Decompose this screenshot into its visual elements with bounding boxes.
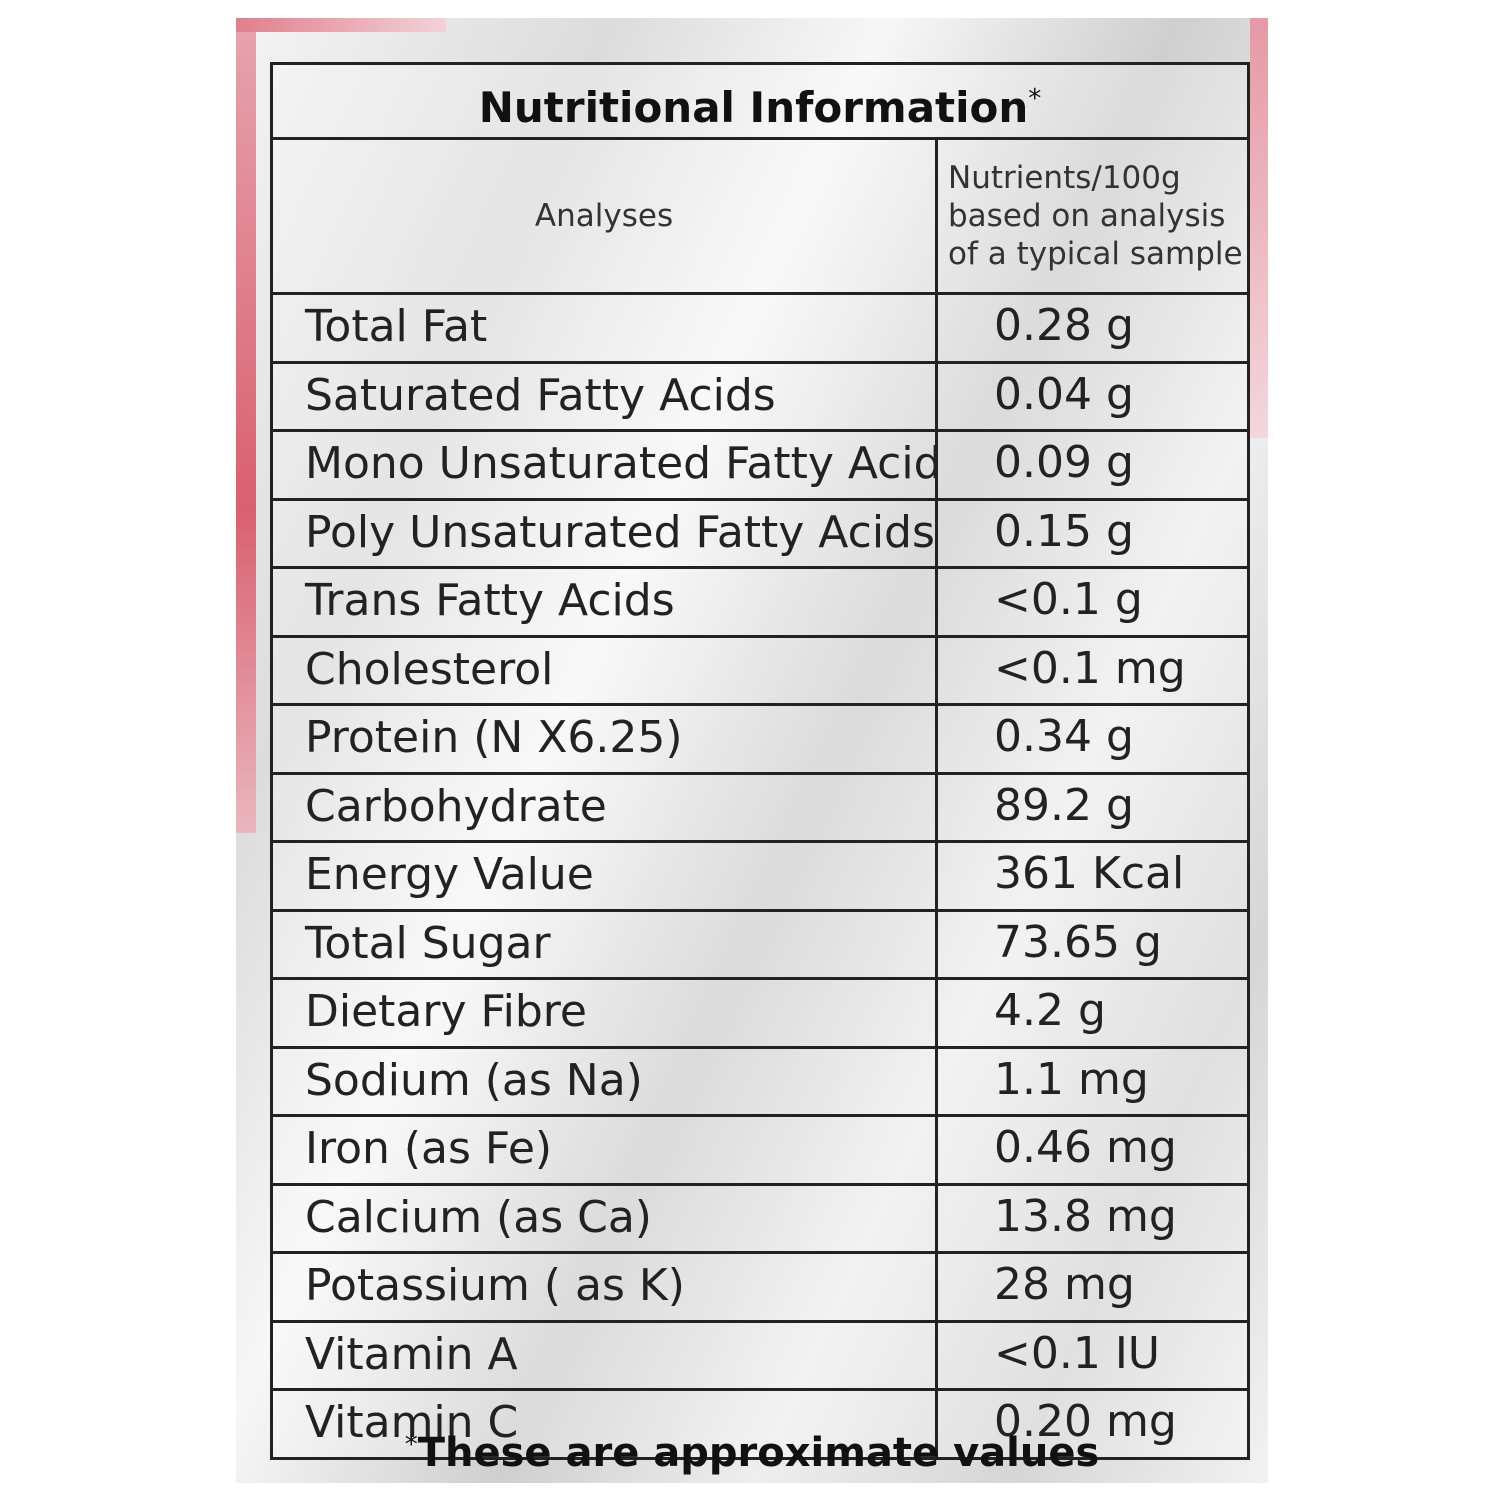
table-row: Potassium ( as K) 28 mg [273,1254,1247,1323]
nutrient-name: Poly Unsaturated Fatty Acids [273,500,938,566]
table-row: Energy Value 361 Kcal [273,843,1247,912]
table-row: Total Fat 0.28 g [273,295,1247,364]
nutrition-table: Nutritional Information* Analyses Nutrie… [270,62,1250,1460]
nutrient-name: Total Fat [273,295,938,361]
header-line: Nutrients/100g [948,160,1181,196]
column-header: Nutrients/100g based on analysis of a typi… [938,140,1247,292]
header-line: based on analysis [948,198,1226,234]
table-row: Carbohydrate 89.2 g [273,774,1247,843]
nutrient-name: Trans Fatty Acids [273,569,938,635]
table-row: Calcium (as Ca) 13.8 mg [273,1185,1247,1254]
nutrient-value: 361 Kcal [994,848,1185,899]
nutrient-value: 0.20 mg [994,1396,1177,1447]
nutrient-value: 1.1 mg [994,1053,1149,1105]
package-print [236,18,256,833]
footnote-mark: * [404,1430,418,1460]
nutrient-value: 4.2 g [994,985,1106,1036]
nutrient-name: Protein (N X6.25) [273,706,938,772]
table-row: Protein (N X6.25) 0.34 g [273,706,1247,775]
table-row: Iron (as Fe) 0.46 mg [273,1117,1247,1186]
nutrient-name: Energy Value [273,843,938,909]
table-row: Sodium (as Na) 1.1 mg [273,1048,1247,1117]
nutrient-value: <0.1 IU [994,1327,1161,1379]
nutrient-name: Total Sugar [273,911,938,977]
table-row: Cholesterol <0.1 mg [273,637,1247,706]
nutrient-name: Cholesterol [273,637,938,703]
nutrient-value: 0.46 mg [994,1122,1177,1173]
nutrient-value: 73.65 g [994,916,1162,968]
table-row: Total Sugar 73.65 g [273,911,1247,980]
table-row: Mono Unsaturated Fatty Acids 0.09 g [273,432,1247,501]
package-print [1250,18,1268,438]
nutrient-name: Vitamin C [273,1391,938,1457]
nutrient-value: <0.1 mg [994,642,1186,694]
footnote: *These are approximate values [236,1430,1268,1476]
nutrient-name: Potassium ( as K) [273,1254,938,1320]
nutrient-name: Calcium (as Ca) [273,1185,938,1251]
nutrient-name: Carbohydrate [273,774,938,840]
header-line: of a typical sample [948,236,1243,272]
package-print [236,18,446,32]
header-row: Analyses Nutrients/100g based on analysis… [273,140,1247,295]
nutrient-value: <0.1 g [994,574,1143,625]
nutrient-value: 89.2 g [994,779,1134,831]
nutrient-value: 28 mg [994,1259,1135,1310]
table-row: Saturated Fatty Acids 0.04 g [273,363,1247,432]
nutrient-name: Mono Unsaturated Fatty Acids [273,432,938,498]
nutrient-name: Dietary Fibre [273,980,938,1046]
nutrient-name: Vitamin A [273,1322,938,1388]
nutrient-value: 0.09 g [994,437,1134,488]
table-row: Vitamin A <0.1 IU [273,1322,1247,1391]
column-header: Analyses [273,140,938,292]
table-row: Trans Fatty Acids <0.1 g [273,569,1247,638]
table-row: Vitamin C 0.20 mg [273,1391,1247,1457]
table-row: Poly Unsaturated Fatty Acids 0.15 g [273,500,1247,569]
nutrient-value: 0.15 g [994,505,1134,557]
title-mark: * [1028,84,1042,114]
nutrient-value: 13.8 mg [994,1190,1177,1242]
nutrient-value: 0.28 g [994,300,1134,351]
nutrient-name: Sodium (as Na) [273,1048,938,1114]
title-text: Nutritional Information [478,83,1029,132]
nutrient-name: Saturated Fatty Acids [273,363,938,429]
footnote-text: These are approximate values [417,1430,1100,1476]
package-background [236,18,1268,1483]
table-body: Total Fat 0.28 g Saturated Fatty Acids 0.04… [273,295,1247,1457]
nutrient-name: Iron (as Fe) [273,1117,938,1183]
table-title: Nutritional Information* [273,65,1247,140]
table-row: Dietary Fibre 4.2 g [273,980,1247,1049]
nutrient-value: 0.34 g [994,711,1134,762]
nutrient-value: 0.04 g [994,368,1134,420]
